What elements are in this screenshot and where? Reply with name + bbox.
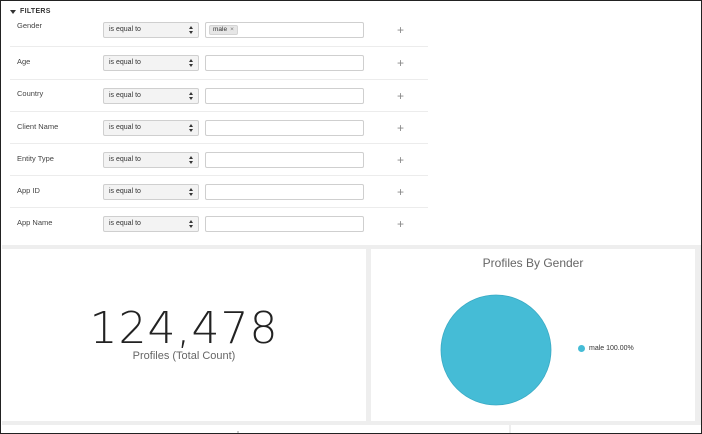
filter-value-input[interactable] [205,88,364,104]
operator-value: is equal to [109,59,141,66]
filter-row-client-name: Client Name is equal to + [10,112,428,144]
filters-title: FILTERS [20,7,51,15]
filter-row-app-id: App ID is equal to + [10,176,428,208]
filter-value-input[interactable] [205,120,364,136]
filter-value-input[interactable]: male × [205,22,364,38]
legend-label: male 100.00% [589,345,634,352]
add-filter-button[interactable]: + [397,89,405,103]
add-filter-button[interactable]: + [397,185,405,199]
filter-value-input[interactable] [205,152,364,168]
next-widgets-row [2,425,701,433]
filters-toggle[interactable]: FILTERS [10,5,51,17]
value-tag: male × [209,25,238,35]
filter-label: Gender [17,21,43,30]
filter-row-age: Age is equal to + [10,48,428,80]
add-filter-button[interactable]: + [397,153,405,167]
tag-remove-icon[interactable]: × [230,26,234,33]
filter-value-input[interactable] [205,55,364,71]
kpi-caption: Profiles (Total Count) [132,350,236,362]
chart-title: Profiles By Gender [482,256,584,270]
operator-value: is equal to [109,26,141,33]
operator-value: is equal to [109,156,141,163]
add-filter-button[interactable]: + [397,121,405,135]
filter-row-entity-type: Entity Type is equal to + [10,144,428,176]
tag-label: male [213,26,228,33]
operator-select[interactable]: is equal to [103,88,199,104]
add-filter-button[interactable]: + [397,217,405,231]
operator-value: is equal to [109,92,141,99]
kpi-panel [2,249,366,421]
filter-label: App ID [17,186,40,195]
filter-value-input[interactable] [205,184,364,200]
select-arrows-icon [189,220,194,228]
operator-select[interactable]: is equal to [103,152,199,168]
filter-row-country: Country is equal to + [10,80,428,112]
select-arrows-icon [189,26,194,34]
select-arrows-icon [189,156,194,164]
operator-value: is equal to [109,188,141,195]
operator-select[interactable]: is equal to [103,22,199,38]
legend-swatch [578,345,585,352]
filter-label: App Name [17,218,53,227]
select-arrows-icon [189,59,194,67]
add-filter-button[interactable]: + [397,23,405,37]
filter-label: Entity Type [17,154,54,163]
operator-select[interactable]: is equal to [103,55,199,71]
kpi-value: 124,478 [89,303,279,354]
chart-legend: male 100.00% [578,345,634,352]
add-filter-button[interactable]: + [397,56,405,70]
filter-row-gender: Gender is equal to male × + [10,15,428,47]
caret-down-icon [10,9,16,14]
select-arrows-icon [189,124,194,132]
filter-row-app-name: App Name is equal to + [10,208,428,240]
select-arrows-icon [189,92,194,100]
widget-divider [509,425,511,433]
filter-label: Client Name [17,122,59,131]
filter-label: Country [17,89,44,98]
filter-label: Age [17,57,31,66]
select-arrows-icon [189,188,194,196]
operator-value: is equal to [109,124,141,131]
pie-slice-male[interactable] [440,294,552,406]
widget-tick [237,431,239,433]
operator-select[interactable]: is equal to [103,120,199,136]
filter-value-input[interactable] [205,216,364,232]
operator-value: is equal to [109,220,141,227]
operator-select[interactable]: is equal to [103,216,199,232]
operator-select[interactable]: is equal to [103,184,199,200]
pie-chart [440,294,552,406]
